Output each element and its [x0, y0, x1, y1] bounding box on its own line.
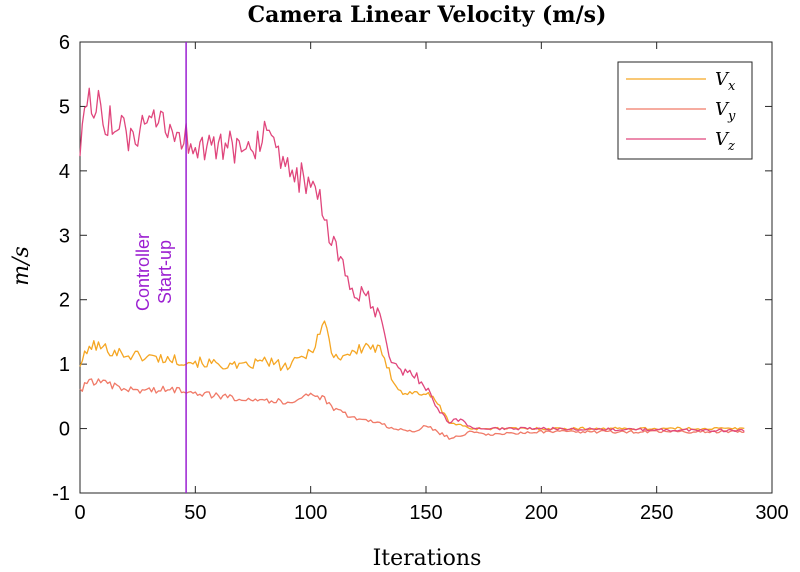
x-tick-label: 0 — [74, 502, 85, 524]
y-tick-label: 0 — [59, 419, 70, 441]
x-axis-label: Iterations — [373, 546, 482, 571]
annotation-layer: Controller Start-up — [133, 42, 187, 493]
legend-label-vx: Vx — [715, 69, 736, 94]
legend-box — [617, 61, 753, 160]
annotation-label-line2: Start-up — [155, 240, 175, 304]
chart-title: Camera Linear Velocity (m/s) — [248, 2, 607, 28]
annotation-label-line1: Controller — [133, 233, 153, 311]
series-line-vy — [79, 378, 745, 440]
y-tick-label: 3 — [59, 225, 70, 247]
x-tick-label: 50 — [184, 502, 206, 524]
y-tick-label: 6 — [59, 32, 70, 54]
series-line-vz — [79, 87, 745, 433]
y-tick-label: -1 — [52, 483, 70, 505]
series-layer — [79, 87, 745, 440]
x-tick-label: 100 — [294, 502, 327, 524]
legend: Vx Vy Vz — [617, 61, 753, 160]
legend-label-vy: Vy — [715, 99, 736, 124]
y-tick-label: 4 — [59, 161, 70, 183]
y-tick-label: 5 — [59, 96, 70, 118]
y-tick-label: 2 — [59, 290, 70, 312]
y-axis-label: m/s — [9, 246, 34, 286]
legend-label-vz: Vz — [715, 129, 735, 154]
y-tick-label: 1 — [59, 354, 70, 376]
x-tick-label: 200 — [525, 502, 558, 524]
x-tick-label: 150 — [409, 502, 442, 524]
x-tick-label: 300 — [755, 502, 788, 524]
x-tick-label: 250 — [640, 502, 673, 524]
